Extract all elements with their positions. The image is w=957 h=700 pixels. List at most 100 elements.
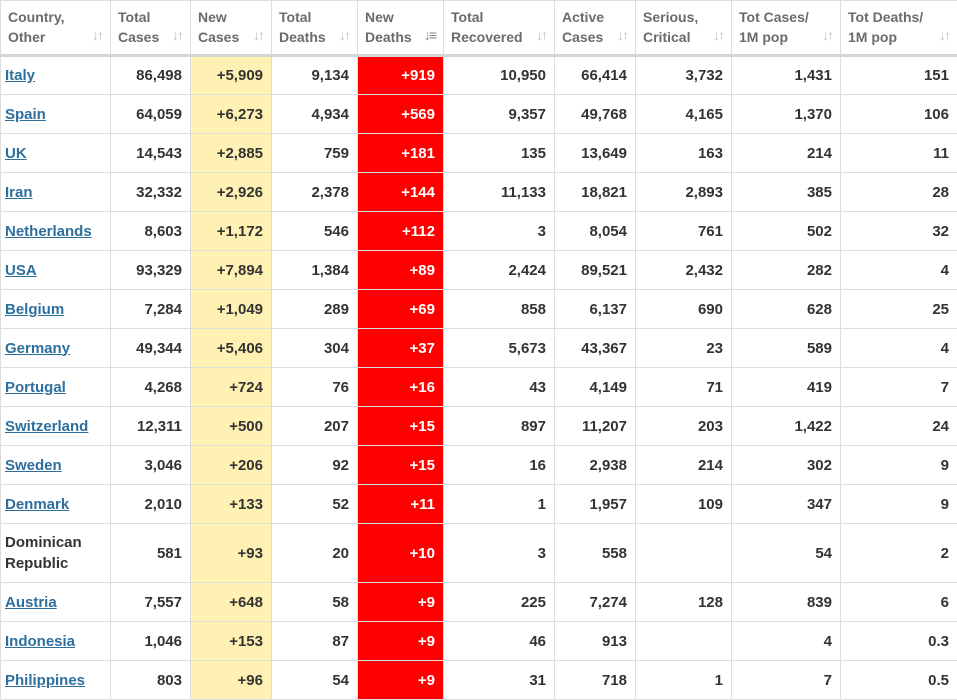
cell-country[interactable]: Iran <box>0 172 111 212</box>
cell-total-deaths: 207 <box>271 406 358 446</box>
column-header-label-line2: Recovered <box>451 29 523 45</box>
cell-active-cases: 6,137 <box>554 289 636 329</box>
cell-total-deaths: 54 <box>271 660 358 700</box>
column-header-label-line2: Cases <box>562 29 604 45</box>
column-header-tot-cases-per-1m[interactable]: Tot Cases/1M pop ↓↑ <box>731 0 841 57</box>
country-link[interactable]: Italy <box>5 67 36 84</box>
column-header-label-line1: Total <box>118 9 151 25</box>
cell-new-cases: +7,894 <box>190 250 272 290</box>
cell-total-deaths: 76 <box>271 367 358 407</box>
cell-new-deaths: +181 <box>357 133 444 173</box>
table-row: Philippines 803 +96 54 +9 31 718 1 7 0.5 <box>0 660 957 700</box>
cell-tot-cases-per-1m: 282 <box>731 250 841 290</box>
cell-total-recovered: 2,424 <box>443 250 555 290</box>
column-header-total-deaths[interactable]: Total Deaths ↓↑ <box>271 0 358 57</box>
country-link[interactable]: Iran <box>5 183 33 201</box>
country-link[interactable]: USA <box>5 261 37 279</box>
cell-tot-deaths-per-1m: 7 <box>840 367 957 407</box>
cell-country[interactable]: UK <box>0 133 111 173</box>
cell-total-cases: 803 <box>110 660 191 700</box>
cell-country[interactable]: Switzerland <box>0 406 111 446</box>
country-link[interactable]: Austria <box>5 593 57 611</box>
sort-updown-icon[interactable]: ↓↑ <box>172 27 184 43</box>
column-header-new-cases[interactable]: New Cases ↓↑ <box>190 0 272 57</box>
cell-new-deaths: +15 <box>357 445 444 485</box>
cell-active-cases: 89,521 <box>554 250 636 290</box>
cell-total-deaths: 9,134 <box>271 55 358 95</box>
country-link[interactable]: Spain <box>5 105 46 123</box>
cell-active-cases: 43,367 <box>554 328 636 368</box>
column-header-label-line1: Total <box>279 9 312 25</box>
column-header-serious-critical[interactable]: Serious, Critical ↓↑ <box>635 0 732 57</box>
sort-desc-icon[interactable]: ↓≡ <box>423 27 437 43</box>
table-row: Iran 32,332 +2,926 2,378 +144 11,133 18,821 2,8… <box>0 172 957 212</box>
cell-total-cases: 581 <box>110 523 191 583</box>
column-header-label-line2: Cases <box>118 29 160 45</box>
country-link[interactable]: Germany <box>5 339 71 357</box>
cell-country[interactable]: Belgium <box>0 289 111 329</box>
column-header-label-line1: Total <box>451 9 484 25</box>
cell-new-deaths: +37 <box>357 328 444 368</box>
country-link[interactable]: Netherlands <box>5 222 92 240</box>
sort-updown-icon[interactable]: ↓↑ <box>92 27 104 43</box>
country-link[interactable]: Sweden <box>5 456 62 474</box>
cell-serious-critical: 23 <box>635 328 732 368</box>
cell-country[interactable]: USA <box>0 250 111 290</box>
column-header-label-line1: New <box>198 9 227 25</box>
cell-active-cases: 558 <box>554 523 636 583</box>
country-link[interactable]: UK <box>5 144 27 162</box>
cell-country[interactable]: Philippines <box>0 660 111 700</box>
cell-new-cases: +133 <box>190 484 272 524</box>
country-link[interactable]: Indonesia <box>5 632 76 650</box>
column-header-tot-deaths-per-1m[interactable]: Tot Deaths/1M pop ↓↑ <box>840 0 957 57</box>
cell-total-cases: 64,059 <box>110 94 191 134</box>
column-header-country[interactable]: Country, Other ↓↑ <box>0 0 111 57</box>
cell-total-cases: 1,046 <box>110 621 191 661</box>
table-row: UK 14,543 +2,885 759 +181 135 13,649 163 214 11 <box>0 133 957 173</box>
cell-tot-cases-per-1m: 302 <box>731 445 841 485</box>
sort-updown-icon[interactable]: ↓↑ <box>617 27 629 43</box>
cell-country[interactable]: Austria <box>0 582 111 622</box>
cell-country[interactable]: Indonesia <box>0 621 111 661</box>
sort-updown-icon[interactable]: ↓↑ <box>253 27 265 43</box>
cell-total-cases: 2,010 <box>110 484 191 524</box>
sort-updown-icon[interactable]: ↓↑ <box>339 27 351 43</box>
country-link[interactable]: Philippines <box>5 671 86 689</box>
cell-tot-cases-per-1m: 214 <box>731 133 841 173</box>
country-link[interactable]: Switzerland <box>5 417 89 435</box>
cell-new-deaths: +15 <box>357 406 444 446</box>
cell-country[interactable]: Germany <box>0 328 111 368</box>
country-link[interactable]: Denmark <box>5 495 70 513</box>
column-header-active-cases[interactable]: Active Cases ↓↑ <box>554 0 636 57</box>
column-header-label-line1: Tot Deaths/ <box>848 9 924 25</box>
cell-serious-critical: 1 <box>635 660 732 700</box>
cell-country[interactable]: Denmark <box>0 484 111 524</box>
cell-country[interactable]: Sweden <box>0 445 111 485</box>
table-row: Switzerland 12,311 +500 207 +15 897 11,207 203 1… <box>0 406 957 446</box>
column-header-label-line2: Cases <box>198 29 240 45</box>
column-header-total-cases[interactable]: Total Cases ↓↑ <box>110 0 191 57</box>
cell-total-deaths: 1,384 <box>271 250 358 290</box>
cell-tot-deaths-per-1m: 0.3 <box>840 621 957 661</box>
cell-country[interactable]: Spain <box>0 94 111 134</box>
sort-updown-icon[interactable]: ↓↑ <box>822 27 834 43</box>
sort-updown-icon[interactable]: ↓↑ <box>536 27 548 43</box>
cell-country[interactable]: Portugal <box>0 367 111 407</box>
sort-updown-icon[interactable]: ↓↑ <box>939 27 951 43</box>
column-header-new-deaths[interactable]: New Deaths ↓≡ <box>357 0 444 57</box>
country-link[interactable]: Portugal <box>5 378 66 396</box>
table-row: Italy 86,498 +5,909 9,134 +919 10,950 66,414 3,… <box>0 55 957 95</box>
table-row: USA 93,329 +7,894 1,384 +89 2,424 89,521 2,432 2… <box>0 250 957 290</box>
column-header-label-line1: Serious, <box>643 9 699 25</box>
cell-total-recovered: 135 <box>443 133 555 173</box>
table-row: Austria 7,557 +648 58 +9 225 7,274 128 839 6 <box>0 582 957 622</box>
country-name: Dominican Republic <box>5 534 82 572</box>
sort-updown-icon[interactable]: ↓↑ <box>713 27 725 43</box>
country-link[interactable]: Belgium <box>5 300 65 318</box>
cell-new-cases: +1,049 <box>190 289 272 329</box>
column-header-total-recovered[interactable]: Total Recovered ↓↑ <box>443 0 555 57</box>
cell-country[interactable]: Netherlands <box>0 211 111 251</box>
cell-country[interactable]: Italy <box>0 55 111 95</box>
cell-total-recovered: 5,673 <box>443 328 555 368</box>
cell-total-cases: 8,603 <box>110 211 191 251</box>
